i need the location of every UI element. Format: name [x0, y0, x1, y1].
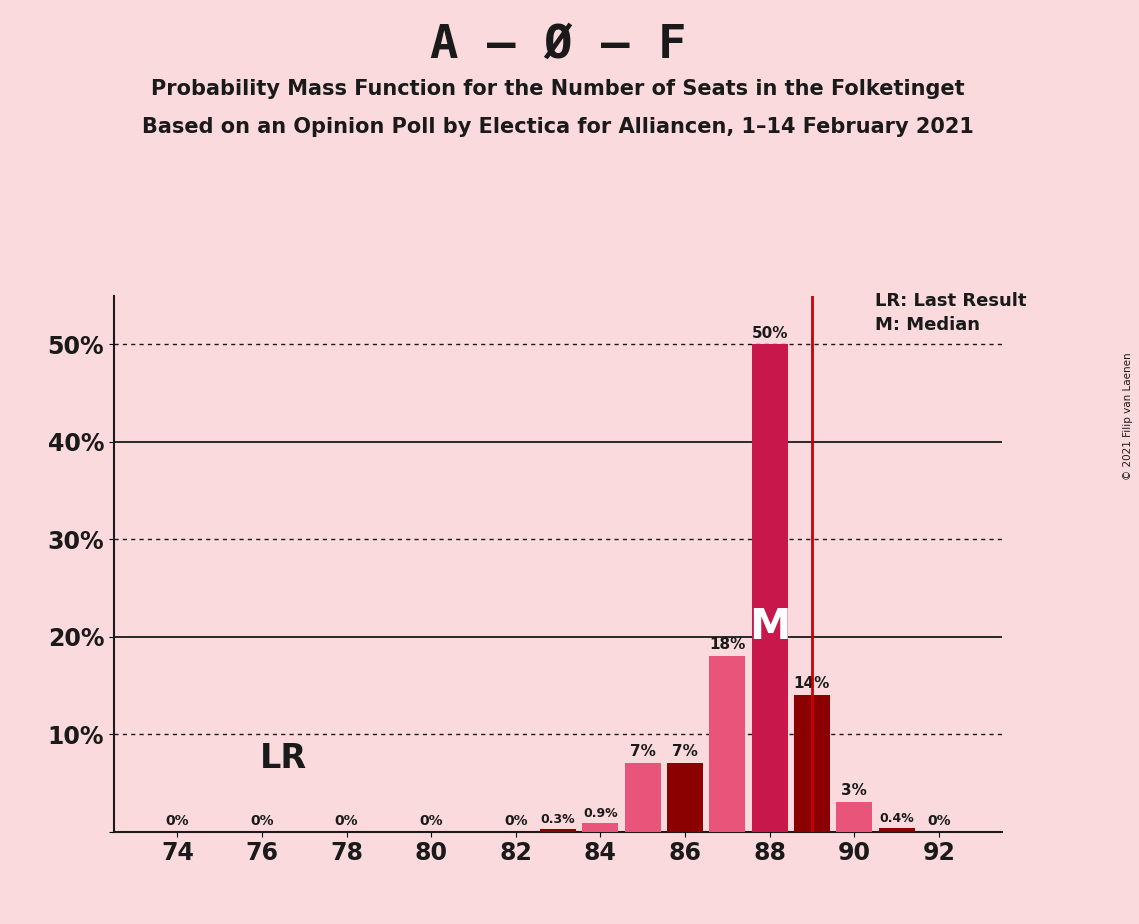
Text: 0.9%: 0.9%: [583, 807, 617, 820]
Text: M: Median: M: Median: [876, 316, 981, 334]
Text: LR: LR: [260, 742, 306, 775]
Text: 0%: 0%: [165, 814, 189, 828]
Bar: [878, 828, 915, 832]
Bar: [540, 829, 576, 832]
Text: 7%: 7%: [630, 745, 656, 760]
Text: LR: Last Result: LR: Last Result: [876, 292, 1027, 310]
Text: 3%: 3%: [842, 784, 867, 798]
Text: 7%: 7%: [672, 745, 698, 760]
Bar: [710, 656, 745, 832]
Text: 0%: 0%: [419, 814, 443, 828]
Text: M: M: [748, 606, 790, 648]
Text: Based on an Opinion Poll by Electica for Alliancen, 1–14 February 2021: Based on an Opinion Poll by Electica for…: [142, 117, 974, 138]
Text: 0.4%: 0.4%: [879, 812, 913, 825]
Bar: [794, 695, 830, 832]
Text: © 2021 Filip van Laenen: © 2021 Filip van Laenen: [1123, 352, 1133, 480]
Text: 0%: 0%: [251, 814, 273, 828]
Text: 0%: 0%: [335, 814, 359, 828]
Text: 14%: 14%: [794, 676, 830, 691]
Text: Probability Mass Function for the Number of Seats in the Folketinget: Probability Mass Function for the Number…: [151, 79, 965, 99]
Bar: [625, 763, 661, 832]
Text: 0%: 0%: [503, 814, 527, 828]
Text: 18%: 18%: [710, 638, 746, 652]
Text: 0%: 0%: [927, 814, 951, 828]
Text: 50%: 50%: [752, 325, 788, 341]
Bar: [752, 345, 788, 832]
Text: 0.3%: 0.3%: [541, 813, 575, 826]
Bar: [667, 763, 703, 832]
Bar: [836, 802, 872, 832]
Text: A – Ø – F: A – Ø – F: [429, 23, 687, 68]
Bar: [582, 823, 618, 832]
